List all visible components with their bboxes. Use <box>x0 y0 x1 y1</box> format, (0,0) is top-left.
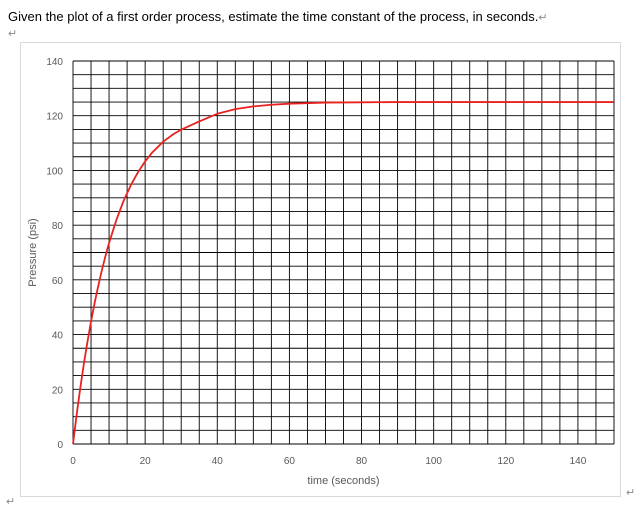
question-text: Given the plot of a first order process,… <box>8 9 548 24</box>
y-tick-label: 0 <box>57 440 63 451</box>
y-tick-label: 40 <box>52 331 64 342</box>
x-tick-label: 140 <box>570 456 587 467</box>
x-axis-ticks: 0 20 40 60 80 100 120 140 <box>70 456 586 467</box>
y-axis-ticks: 0 20 40 60 80 100 120 140 <box>46 57 63 451</box>
y-tick-label: 100 <box>46 166 63 177</box>
paragraph-mark-icon: ↵ <box>8 28 18 40</box>
y-tick-label: 120 <box>46 112 63 123</box>
paragraph-mark-icon: ↵ <box>6 496 16 508</box>
x-tick-label: 120 <box>497 456 514 467</box>
y-tick-label: 80 <box>52 221 64 232</box>
x-tick-label: 20 <box>140 456 152 467</box>
x-tick-label: 60 <box>284 456 296 467</box>
first-order-response-chart: 0 20 40 60 80 100 120 140 0 20 40 60 80 100 120 140 ti… <box>27 57 615 487</box>
question-label: Given the plot of a first order process,… <box>8 9 539 24</box>
series-line-0 <box>72 101 614 445</box>
series-layer <box>72 101 614 445</box>
y-axis-title: Pressure (psi) <box>27 218 39 286</box>
x-axis-title: time (seconds) <box>307 475 379 487</box>
chart-container: 0 20 40 60 80 100 120 140 0 20 40 60 80 100 120 140 ti… <box>20 42 621 497</box>
y-tick-label: 60 <box>52 276 64 287</box>
grid <box>72 60 615 445</box>
x-tick-label: 80 <box>356 456 368 467</box>
paragraph-mark-icon: ↵ <box>538 12 548 24</box>
x-tick-label: 100 <box>425 456 442 467</box>
y-tick-label: 20 <box>52 385 64 396</box>
paragraph-mark-icon: ↵ <box>626 487 636 499</box>
x-tick-label: 0 <box>70 456 76 467</box>
y-tick-label: 140 <box>46 57 63 68</box>
x-tick-label: 40 <box>212 456 224 467</box>
